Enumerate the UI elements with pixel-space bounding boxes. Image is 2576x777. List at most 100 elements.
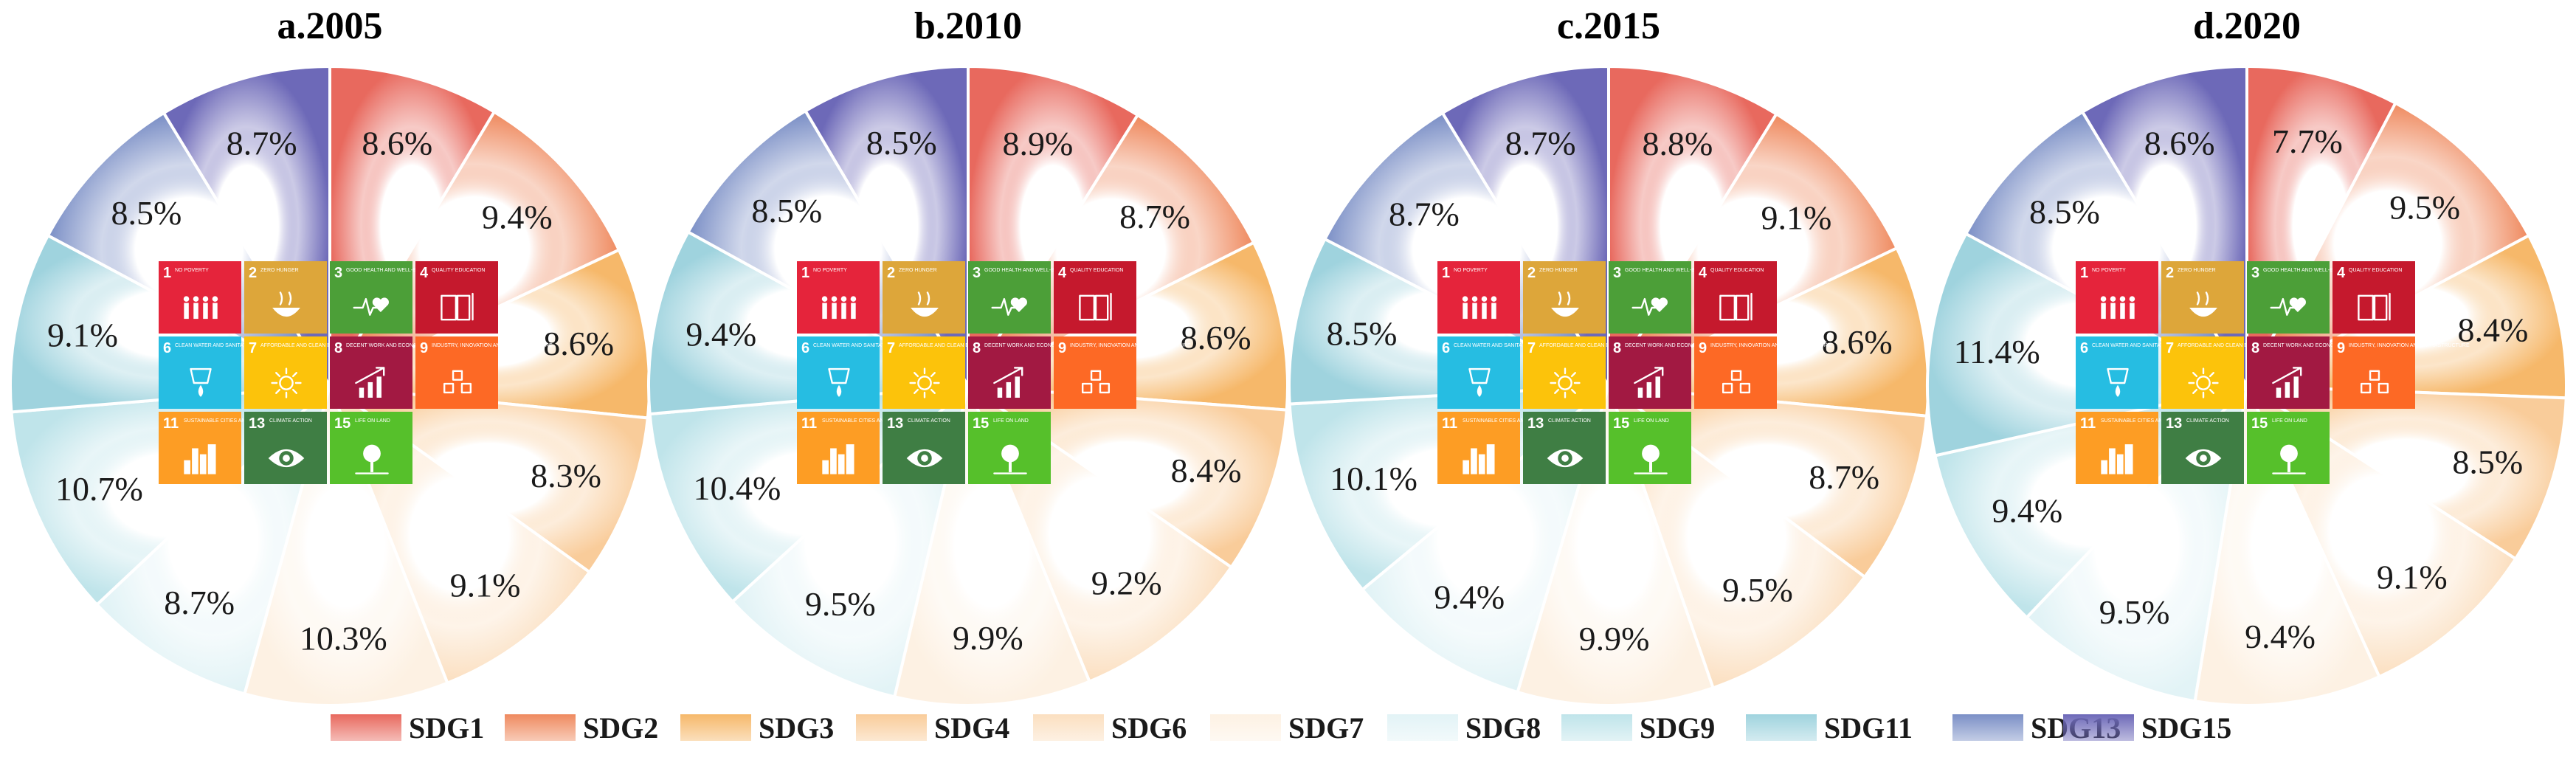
sdg-tile-background	[1609, 261, 1691, 334]
sdg-tile-title: NO POVERTY	[813, 268, 847, 273]
people-icon	[2100, 296, 2135, 320]
sdg-tile-title: SUSTAINABLE CITIES AND COMMUNITIES	[2101, 418, 2205, 424]
sdg-tile-background	[1437, 336, 1520, 409]
legend-swatch	[680, 714, 751, 741]
sdg-tile-11: 11 SUSTAINABLE CITIES AND COMMUNITIES	[797, 412, 926, 484]
slice-percent-label: 9.5%	[1722, 571, 1793, 609]
legend-swatch	[1952, 714, 2023, 741]
slice-percent-label: 9.4%	[1992, 492, 2062, 530]
legend-label: SDG11	[1824, 711, 1913, 745]
legend-label: SDG2	[583, 711, 658, 745]
sdg-tile-number: 2	[1527, 265, 1536, 281]
sdg-tile-number: 13	[887, 415, 903, 432]
pie-slice-sdg7	[892, 381, 1092, 707]
sdg-tile-4: 4 QUALITY EDUCATION	[1694, 261, 1777, 334]
sdg-tile-title: ZERO HUNGER	[260, 268, 299, 273]
slice-percent-label: 8.3%	[531, 457, 601, 494]
sdg-tile-15: 15 LIFE ON LAND	[2247, 412, 2330, 484]
sdg-tile-13: 13 CLIMATE ACTION	[1523, 412, 1606, 484]
water-drop-icon	[1468, 367, 1491, 397]
legend-item-sdg6: SDG6	[1033, 711, 1187, 745]
sdg-tile-number: 9	[1699, 340, 1707, 356]
slice-percent-label: 8.7%	[1119, 198, 1190, 235]
sdg-tile-number: 7	[2166, 340, 2174, 356]
slice-percent-label: 8.6%	[1181, 319, 1251, 356]
legend-item-sdg8: SDG8	[1387, 711, 1541, 745]
sdg-tile-title: INDUSTRY, INNOVATION AND INFRASTRUCTURE	[2349, 343, 2470, 348]
sdg-tile-9: 9 INDUSTRY, INNOVATION AND INFRASTRUCTURE	[1054, 336, 1191, 409]
sdg-tile-background	[883, 261, 965, 334]
eye-globe-icon	[906, 449, 943, 468]
heartbeat-icon	[1631, 297, 1668, 316]
sdg-tile-number: 3	[973, 265, 981, 281]
tree-icon	[1634, 444, 1668, 474]
sdg-tile-number: 1	[1442, 265, 1450, 281]
sdg-tile-title: CLIMATE ACTION	[1548, 418, 1591, 424]
chart-panels: a.2005 8.6% 9.4% 8.6% 8.3% 9.1% 10.3% 8.7% 10.7%…	[9, 5, 2568, 707]
sdg-tile-number: 1	[2080, 265, 2088, 281]
sdg-tile-13: 13 CLIMATE ACTION	[883, 412, 965, 484]
sdg-tile-6: 6 CLEAN WATER AND SANITATION	[159, 336, 255, 409]
sdg-tile-background	[797, 336, 880, 409]
sdg-tile-background	[1523, 261, 1606, 334]
bowl-icon	[272, 291, 300, 317]
sdg-tile-11: 11 SUSTAINABLE CITIES AND COMMUNITIES	[159, 412, 288, 484]
slice-percent-label: 11.4%	[1954, 333, 2040, 370]
sdg-icon-grid: 1 NO POVERTY 2 ZERO HUNGER 3 GOOD HEALTH AND …	[2076, 261, 2470, 484]
sdg-tile-title: INDUSTRY, INNOVATION AND INFRASTRUCTURE	[432, 343, 553, 348]
sdg-tile-title: ZERO HUNGER	[1539, 268, 1578, 273]
sdg-tile-title: LIFE ON LAND	[355, 418, 390, 424]
pie-panel-4: d.20207.7%9.5%8.4%8.5%9.1%9.4%9.5%9.4%11…	[1926, 5, 2568, 707]
sdg-tile-number: 8	[2251, 340, 2259, 356]
sdg-tile-title: SUSTAINABLE CITIES AND COMMUNITIES	[184, 418, 288, 424]
sdg-tile-number: 6	[163, 340, 171, 356]
sdg-tile-title: GOOD HEALTH AND WELL-BEING	[2263, 268, 2346, 273]
sdg-tile-8: 8 DECENT WORK AND ECONOMIC GROWTH	[968, 336, 1090, 409]
sdg-tile-15: 15 LIFE ON LAND	[968, 412, 1051, 484]
legend-item-sdg9: SDG9	[1561, 711, 1715, 745]
people-icon	[183, 296, 218, 320]
water-drop-icon	[2107, 367, 2129, 397]
slice-percent-label: 8.5%	[2452, 443, 2523, 481]
slice-percent-label: 8.8%	[1642, 125, 1713, 162]
sdg-tile-background	[159, 261, 241, 334]
sdg-tile-title: ZERO HUNGER	[899, 268, 937, 273]
legend-label: SDG7	[1288, 711, 1364, 745]
sdg-tile-title: LIFE ON LAND	[993, 418, 1029, 424]
sdg-tile-number: 4	[1699, 265, 1707, 281]
slice-percent-label: 9.9%	[1579, 620, 1650, 657]
sdg-tile-number: 11	[801, 415, 817, 432]
sdg-tile-number: 8	[1613, 340, 1621, 356]
sdg-tile-background	[2076, 336, 2158, 409]
slice-percent-label: 8.4%	[2457, 311, 2528, 348]
pie-slice-sdg7	[1516, 381, 1716, 707]
tree-icon	[993, 444, 1027, 474]
slice-percent-label: 8.5%	[751, 192, 822, 229]
sdg-tile-number: 15	[2251, 415, 2268, 432]
sdg-tile-title: CLEAN WATER AND SANITATION	[813, 343, 894, 348]
sdg-tile-number: 1	[801, 265, 809, 281]
sun-icon	[271, 367, 302, 398]
sdg-tile-title: CLEAN WATER AND SANITATION	[1454, 343, 1534, 348]
eye-globe-icon	[1547, 449, 1584, 468]
sdg-tile-title: INDUSTRY, INNOVATION AND INFRASTRUCTURE	[1070, 343, 1191, 348]
sdg-icon-grid: 1 NO POVERTY 2 ZERO HUNGER 3 GOOD HEALTH AND …	[797, 261, 1191, 484]
sdg-tile-title: DECENT WORK AND ECONOMIC GROWTH	[346, 343, 452, 348]
sdg-tile-background	[415, 336, 498, 409]
sdg-tile-title: SUSTAINABLE CITIES AND COMMUNITIES	[1463, 418, 1567, 424]
sdg-tile-number: 13	[2166, 415, 2182, 432]
panel-title: a.2005	[277, 5, 383, 47]
legend-swatch	[1746, 714, 1817, 741]
sdg-tile-number: 4	[1058, 265, 1067, 281]
sdg-tile-1: 1 NO POVERTY	[159, 261, 241, 334]
sdg-tile-6: 6 CLEAN WATER AND SANITATION	[797, 336, 894, 409]
sdg-tile-title: GOOD HEALTH AND WELL-BEING	[1625, 268, 1707, 273]
sdg-tile-title: QUALITY EDUCATION	[1070, 268, 1123, 273]
sdg-icon-grid: 1 NO POVERTY 2 ZERO HUNGER 3 GOOD HEALTH AND …	[159, 261, 553, 484]
people-icon	[1462, 296, 1497, 320]
sdg-icon-grid: 1 NO POVERTY 2 ZERO HUNGER 3 GOOD HEALTH AND …	[1437, 261, 1831, 484]
book-icon	[1719, 292, 1753, 321]
sdg-tile-13: 13 CLIMATE ACTION	[244, 412, 327, 484]
slice-percent-label: 9.1%	[450, 567, 521, 604]
